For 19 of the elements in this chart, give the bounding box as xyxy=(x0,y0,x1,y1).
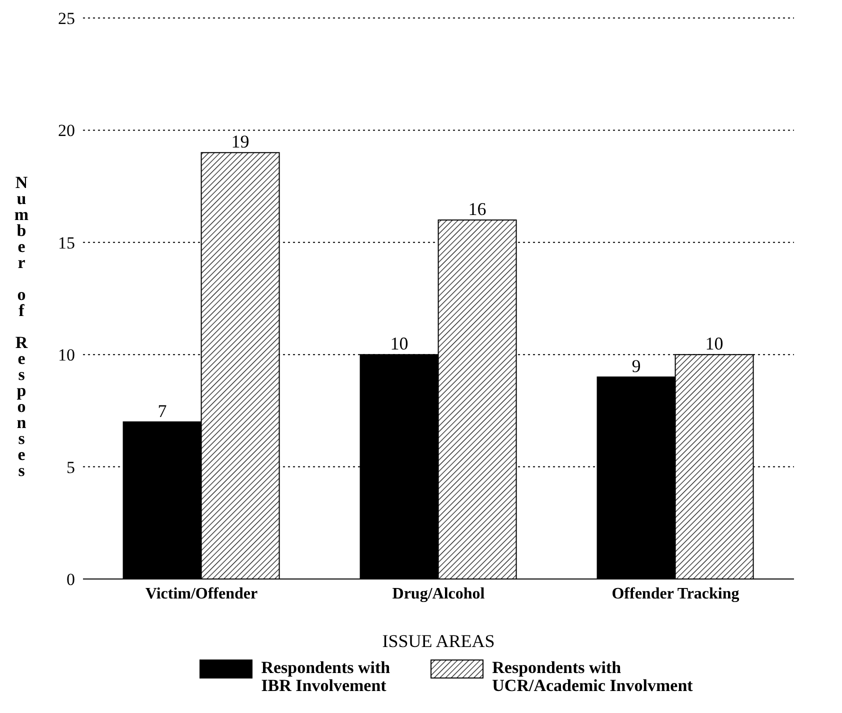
data-label: 19 xyxy=(231,132,250,152)
data-label: 10 xyxy=(705,334,724,354)
data-label: 7 xyxy=(158,400,167,421)
y-tick-label: 20 xyxy=(58,121,75,140)
x-axis-title: ISSUE AREAS xyxy=(382,631,495,651)
data-label: 16 xyxy=(468,198,486,219)
x-tick-label: Drug/Alcohol xyxy=(392,585,486,602)
data-label: 9 xyxy=(632,356,641,376)
y-tick-label: 10 xyxy=(58,346,75,365)
x-tick-label: Victim/Offender xyxy=(145,585,258,602)
y-tick-label: 5 xyxy=(66,458,75,477)
data-label: 10 xyxy=(390,334,408,354)
legend-label: Respondents with IBR Involvement xyxy=(261,658,390,695)
y-tick-label: 0 xyxy=(66,570,75,590)
x-tick-label: Offender Tracking xyxy=(612,585,740,602)
y-tick-label: 25 xyxy=(58,9,75,28)
legend-label: Respondents with UCR/Academic Involvment xyxy=(492,658,693,695)
y-axis-title: Number of Responses xyxy=(12,173,31,477)
y-tick-label: 15 xyxy=(58,233,75,252)
